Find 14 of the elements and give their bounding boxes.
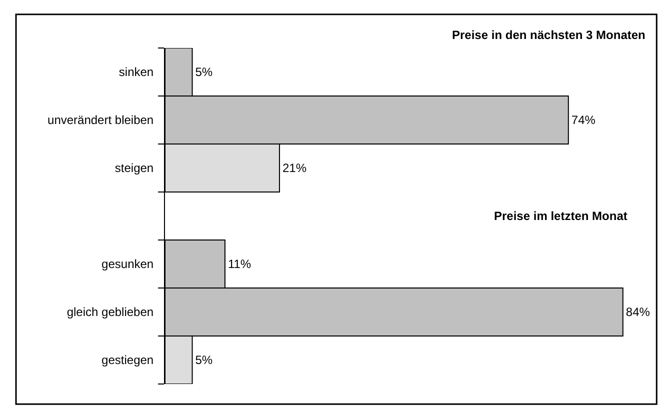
annotation: Preise im letzten Monat (494, 209, 628, 223)
y-tick-label: unverändert bleiben (48, 113, 154, 128)
y-tick-label: sinken (118, 65, 154, 80)
y-tick-label: gesunken (102, 257, 154, 272)
y-tick-label: steigen (114, 161, 154, 176)
y-tick-label: gleich geblieben (66, 305, 154, 320)
data-label: 5% (195, 353, 213, 367)
data-label: 11% (228, 257, 252, 271)
data-label: 5% (195, 65, 213, 79)
y-tick-label: gestiegen (102, 353, 154, 368)
data-label: 74% (571, 113, 596, 127)
data-label: 21% (282, 161, 307, 175)
text: Preise in den nächsten 3 Monaten (452, 28, 646, 42)
data-label: 84% (626, 305, 650, 319)
